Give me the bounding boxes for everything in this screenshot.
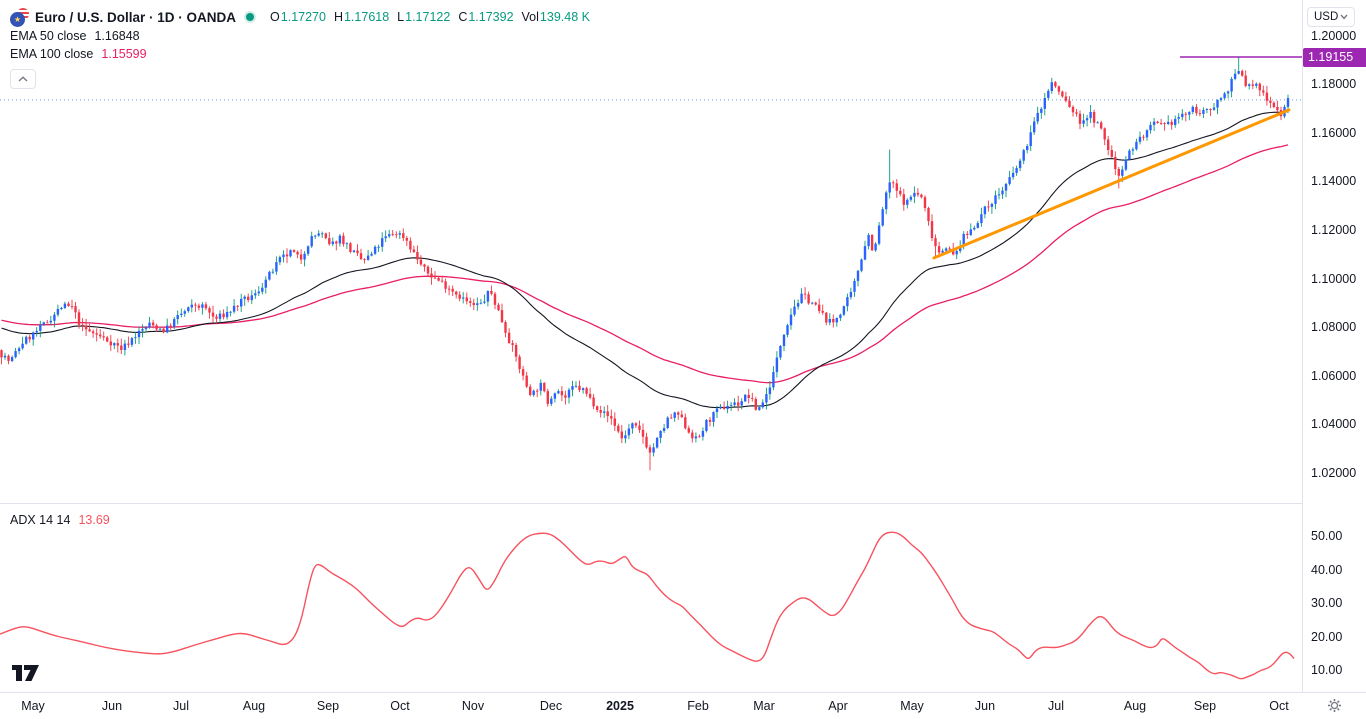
price-tick-label: 1.06000 [1311, 368, 1357, 383]
chevron-up-icon [18, 76, 28, 82]
chart-legend: ★ Euro / U.S. Dollar · 1D · OANDA O1.172… [10, 7, 590, 89]
time-tick-label: Dec [539, 699, 563, 713]
volume-value: 139.48 K [539, 10, 590, 24]
candlestick-chart[interactable] [0, 0, 1302, 503]
ema100-label: EMA 100 close [10, 47, 94, 61]
price-tick-label: 1.16000 [1311, 125, 1357, 140]
chevron-down-icon [1340, 14, 1348, 20]
gear-icon [1328, 699, 1341, 712]
time-tick-label: May [21, 699, 45, 713]
time-tick-label: Sep [316, 699, 340, 713]
adx-tick-label: 40.00 [1311, 562, 1343, 577]
adx-legend-row[interactable]: ADX 14 14 13.69 [10, 511, 110, 529]
tradingview-logo[interactable] [12, 665, 40, 682]
collapse-legend-button[interactable] [10, 69, 36, 89]
time-tick-label: Feb [687, 699, 709, 713]
eur-flag-icon: ★ [10, 11, 25, 27]
adx-line-chart[interactable] [0, 503, 1302, 692]
high-value: 1.17618 [343, 10, 390, 24]
adx-value: 13.69 [78, 513, 110, 527]
currency-label: USD [1314, 11, 1339, 23]
price-scale-divider [1302, 0, 1303, 692]
price-tick-label: 1.04000 [1311, 417, 1357, 432]
pane-divider[interactable] [0, 503, 1366, 504]
close-value: 1.17392 [468, 10, 514, 24]
open-value: 1.17270 [280, 10, 326, 24]
time-tick-label: Aug [242, 699, 266, 713]
time-scale[interactable]: May Jun Jul Aug Sep Oct Nov Dec 2025 Feb Mar Apr May… [0, 693, 1366, 719]
price-tick-label: 1.18000 [1311, 77, 1357, 92]
adx-tick-label: 20.00 [1311, 629, 1343, 644]
time-tick-label: Sep [1193, 699, 1217, 713]
time-tick-label: Jun [101, 699, 123, 713]
ema50-label: EMA 50 close [10, 29, 87, 43]
price-scale[interactable]: USD 1.19155 1.20000 1.18000 1.16000 1.14000… [1303, 0, 1366, 692]
price-tick-label: 1.08000 [1311, 320, 1357, 335]
currency-selector[interactable]: USD [1307, 7, 1355, 27]
adx-tick-label: 10.00 [1311, 663, 1343, 677]
symbol-title[interactable]: Euro / U.S. Dollar · 1D · OANDA [35, 9, 237, 25]
time-tick-label: Aug [1123, 699, 1147, 713]
ema100-value: 1.15599 [101, 47, 147, 61]
price-tick-label: 1.20000 [1311, 28, 1357, 43]
high-price-label: 1.19155 [1303, 47, 1366, 67]
adx-tick-label: 30.00 [1311, 596, 1343, 610]
adx-tick-label: 50.00 [1311, 529, 1343, 543]
adx-label: ADX 14 14 [10, 513, 71, 527]
low-value: 1.17122 [405, 10, 451, 24]
ema50-legend-row[interactable]: EMA 50 close 1.16848 [10, 27, 590, 45]
time-tick-label: Apr [828, 699, 848, 713]
time-tick-label: Jun [974, 699, 996, 713]
time-axis-divider [0, 692, 1366, 693]
time-tick-label: Nov [461, 699, 485, 713]
ema100-legend-row[interactable]: EMA 100 close 1.15599 [10, 45, 590, 63]
time-tick-label: Jul [173, 699, 189, 713]
market-status-icon [246, 13, 255, 21]
time-tick-label: Jul [1048, 699, 1064, 713]
adx-pane[interactable] [0, 503, 1302, 692]
price-tick-label: 1.14000 [1311, 174, 1357, 189]
price-tick-label: 1.02000 [1311, 465, 1357, 480]
time-tick-label: Oct [390, 699, 410, 713]
time-tick-label: Mar [753, 699, 775, 713]
time-tick-label: Oct [1269, 699, 1289, 713]
ohlc-values: O1.17270 H1.17618 L1.17122 C1.17392 Vol1… [270, 10, 590, 24]
ema50-value: 1.16848 [94, 29, 140, 43]
time-scale-settings-button[interactable] [1327, 698, 1345, 714]
eurusd-pair-icon: ★ [10, 7, 29, 27]
price-tick-label: 1.10000 [1311, 271, 1357, 286]
price-tick-label: 1.12000 [1311, 222, 1357, 237]
time-tick-label: May [900, 699, 924, 713]
symbol-row[interactable]: ★ Euro / U.S. Dollar · 1D · OANDA O1.172… [10, 7, 590, 27]
time-tick-label: 2025 [606, 699, 634, 713]
price-pane[interactable] [0, 0, 1302, 503]
